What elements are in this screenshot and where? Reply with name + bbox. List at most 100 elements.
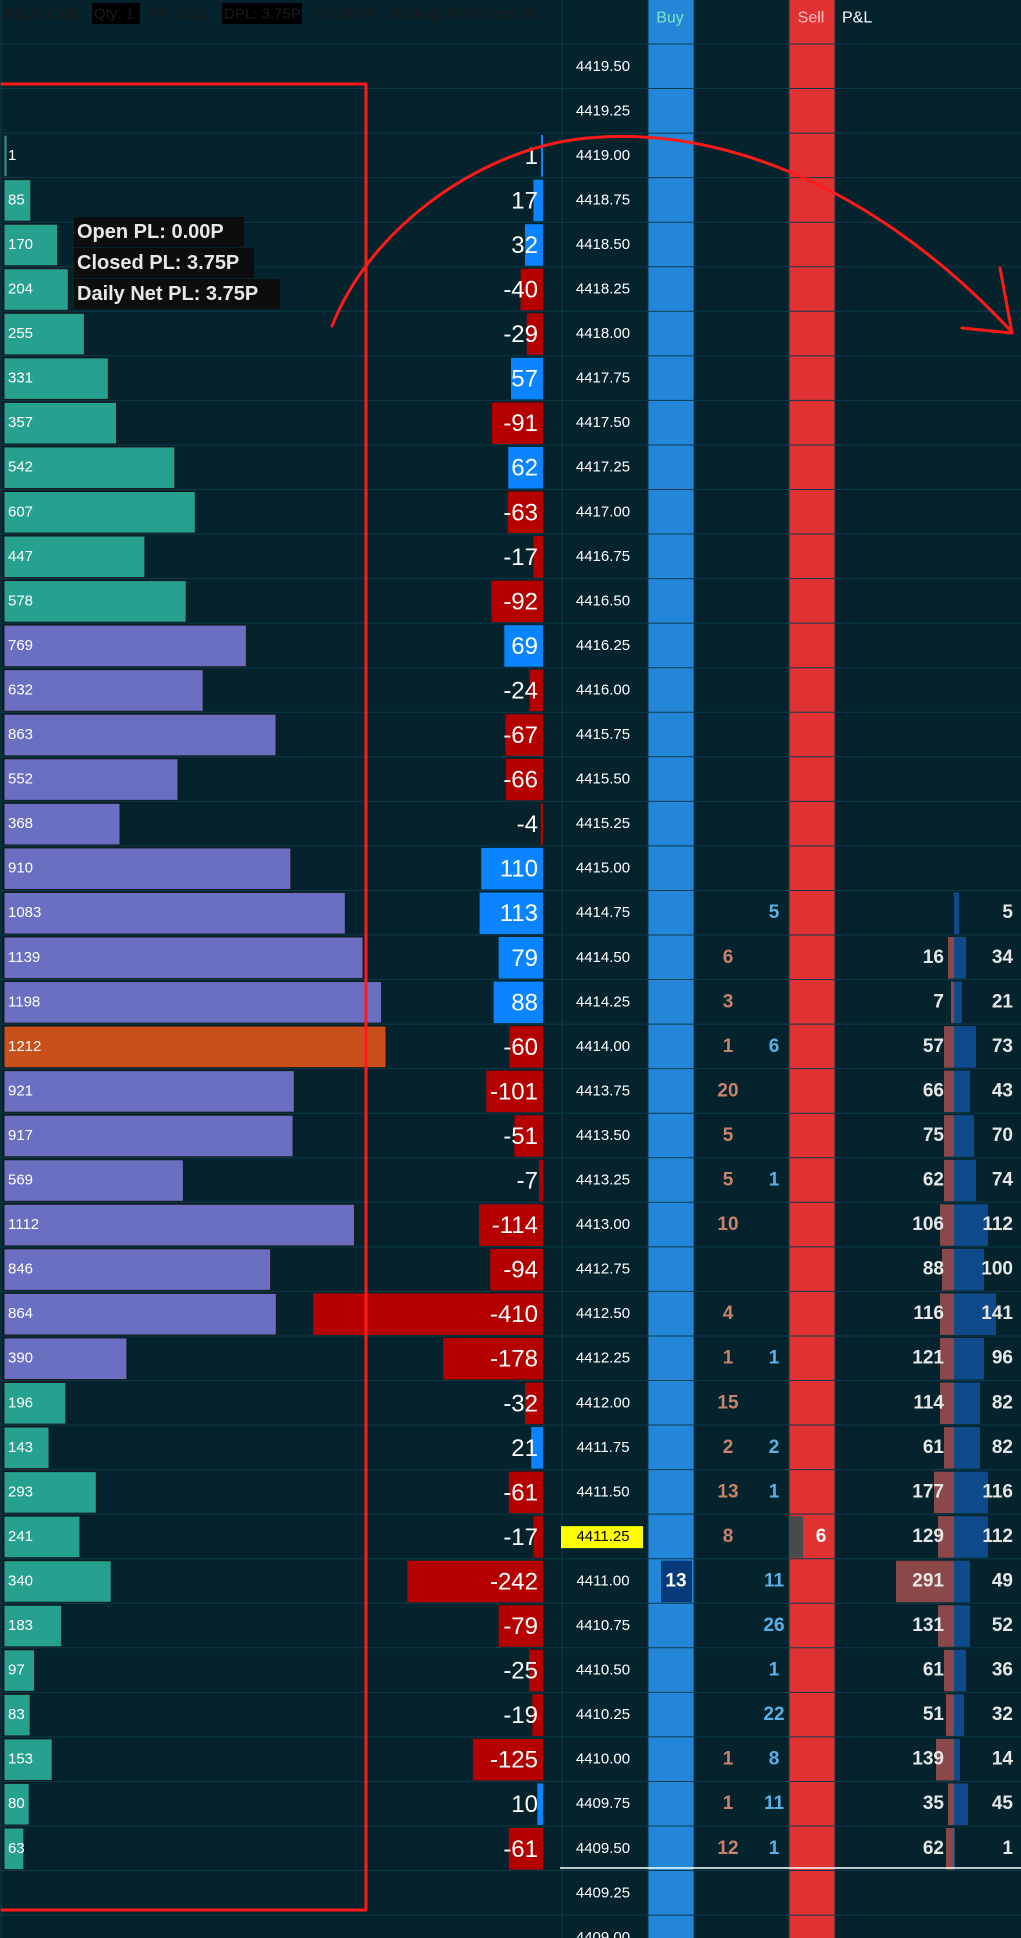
bid-volume-value: 20 bbox=[717, 1080, 738, 1101]
pnl-right-value: 112 bbox=[982, 1526, 1013, 1547]
delta-value: -24 bbox=[503, 677, 538, 704]
delta-bar bbox=[505, 758, 543, 801]
ladder-row[interactable]: 846 -94 4412.75 88 100 bbox=[0, 1246, 1021, 1291]
ladder-row[interactable]: 569 -7 4413.25 5 1 62 74 bbox=[0, 1157, 1021, 1202]
ladder-row[interactable]: 255 -29 4418.00 bbox=[0, 310, 1021, 356]
volume-value: 542 bbox=[8, 459, 33, 476]
ladder-row[interactable]: 153 -125 4410.00 1 8 139 14 bbox=[0, 1736, 1021, 1781]
ladder-row[interactable]: 607 -63 4417.00 bbox=[0, 489, 1021, 534]
pnl-column-header: P&L bbox=[842, 10, 872, 27]
ladder-row[interactable]: 632 -24 4416.00 bbox=[0, 667, 1021, 712]
volume-value: 447 bbox=[8, 548, 33, 565]
ask-volume-value: 11 bbox=[764, 1793, 785, 1814]
volume-bar bbox=[3, 580, 187, 623]
pnl-left-bar bbox=[944, 1115, 954, 1157]
delta-value: 88 bbox=[511, 989, 538, 1016]
pnl-left-bar bbox=[944, 1427, 954, 1469]
ladder-row[interactable]: 4419.50 bbox=[0, 43, 1021, 75]
ladder-row[interactable]: 85 17 4418.75 bbox=[0, 177, 1021, 222]
annotation-arrowhead bbox=[960, 266, 1014, 335]
volume-value: 196 bbox=[8, 1394, 33, 1411]
ladder-row[interactable]: 1112 -114 4413.00 10 106 112 bbox=[0, 1201, 1021, 1247]
ladder-row[interactable]: 1212 -60 4414.00 1 6 57 73 bbox=[0, 1023, 1021, 1069]
ladder-row[interactable]: 340 -242 4411.00 13 11 291 49 bbox=[0, 1558, 1021, 1603]
pnl-left-bar bbox=[938, 1516, 954, 1558]
volume-bar bbox=[3, 891, 346, 935]
sell-column[interactable] bbox=[789, 0, 835, 1938]
volume-bar bbox=[3, 1114, 294, 1158]
ladder-row[interactable]: 183 -79 4410.75 26 131 52 bbox=[0, 1602, 1021, 1648]
price-label: 4415.00 bbox=[576, 860, 630, 877]
ladder-row[interactable]: 196 -32 4412.00 15 114 82 bbox=[0, 1380, 1021, 1425]
buy-column[interactable] bbox=[648, 0, 694, 1938]
delta-value: 10 bbox=[511, 1791, 538, 1818]
ladder-row[interactable]: 4409.25 bbox=[0, 1870, 1021, 1902]
pnl-right-value: 32 bbox=[992, 1704, 1013, 1725]
ladder-row[interactable]: 4419.25 bbox=[0, 88, 1021, 120]
delta-bar bbox=[520, 268, 543, 311]
ladder-row[interactable]: 921 -101 4413.75 20 66 43 bbox=[0, 1068, 1021, 1113]
delta-bar bbox=[529, 669, 543, 712]
ladder-row[interactable]: 97 -25 4410.50 1 61 36 bbox=[0, 1647, 1021, 1692]
price-label: 4411.50 bbox=[576, 1483, 629, 1500]
ladder-row[interactable]: 542 62 4417.25 bbox=[0, 444, 1021, 490]
volume-bar bbox=[3, 1292, 277, 1336]
price-label: 4417.00 bbox=[576, 503, 630, 520]
volume-value: 368 bbox=[8, 815, 33, 832]
ladder-row[interactable]: 1 1 4419.00 bbox=[0, 132, 1021, 178]
pnl-left-bar bbox=[940, 1382, 954, 1425]
ladder-row[interactable]: 447 -17 4416.75 bbox=[0, 533, 1021, 579]
volume-bar bbox=[3, 268, 69, 311]
ladder-row[interactable]: 910 110 4415.00 bbox=[0, 845, 1021, 890]
delta-value: -410 bbox=[490, 1301, 538, 1328]
ladder-row[interactable]: 552 -66 4415.50 bbox=[0, 756, 1021, 801]
ladder-row[interactable]: 83 -19 4410.25 22 51 32 bbox=[0, 1691, 1021, 1737]
volume-bar bbox=[3, 491, 196, 534]
delta-value: 69 bbox=[511, 633, 538, 660]
delta-value: -25 bbox=[503, 1658, 538, 1685]
ladder-row[interactable]: 390 -178 4412.25 1 1 121 96 bbox=[0, 1335, 1021, 1380]
ladder-row[interactable]: 368 -4 4415.25 bbox=[0, 800, 1021, 846]
delta-bar bbox=[491, 580, 543, 623]
ladder-row[interactable]: 357 -91 4417.50 bbox=[0, 399, 1021, 445]
ladder-row[interactable]: 769 69 4416.25 bbox=[0, 622, 1021, 668]
annotation-box bbox=[0, 82, 368, 1912]
ladder-row[interactable]: 241 -17 4411.25 6 8 129 112 bbox=[0, 1513, 1021, 1559]
delta-bar bbox=[498, 1605, 543, 1647]
ladder-row[interactable]: 331 57 4417.75 bbox=[0, 355, 1021, 400]
pnl-right-value: 36 bbox=[992, 1660, 1013, 1681]
pnl-right-bar bbox=[954, 1248, 984, 1291]
ladder-row[interactable]: 863 -67 4415.75 bbox=[0, 711, 1021, 757]
ladder-row[interactable]: 80 10 4409.75 1 11 35 45 bbox=[0, 1780, 1021, 1826]
ladder-row[interactable]: 1139 79 4414.50 6 16 34 bbox=[0, 934, 1021, 980]
delta-bar bbox=[313, 1293, 543, 1335]
price-label: 4414.50 bbox=[576, 949, 630, 966]
ladder-row[interactable]: 1083 113 4414.75 5 5 bbox=[0, 889, 1021, 935]
price-label: 4412.00 bbox=[576, 1394, 630, 1411]
delta-value: -79 bbox=[503, 1613, 538, 1640]
ladder-row[interactable]: 864 -410 4412.50 4 116 141 bbox=[0, 1290, 1021, 1336]
delta-value: 57 bbox=[511, 366, 538, 393]
ladder-row[interactable]: 143 21 4411.75 2 2 61 82 bbox=[0, 1424, 1021, 1470]
closed-pl-label: Closed PL: 3.75P bbox=[77, 252, 239, 274]
pnl-left-bar bbox=[951, 981, 954, 1024]
delta-bar bbox=[472, 1738, 543, 1781]
volume-value: 1112 bbox=[8, 1216, 39, 1233]
volume-value: 769 bbox=[8, 637, 33, 654]
delta-value: -242 bbox=[490, 1568, 538, 1595]
ladder-row[interactable]: 63 -61 4409.50 12 1 62 1 bbox=[0, 1825, 1021, 1871]
delta-bar bbox=[490, 1248, 543, 1291]
price-label: 4411.00 bbox=[576, 1572, 629, 1589]
delta-bar bbox=[498, 937, 543, 979]
volume-bar bbox=[3, 1738, 53, 1781]
ladder-row[interactable]: 293 -61 4411.50 13 1 177 116 bbox=[0, 1469, 1021, 1514]
delta-bar bbox=[533, 1516, 543, 1558]
pnl-right-value: 52 bbox=[992, 1615, 1013, 1636]
pnl-left-bar bbox=[946, 1694, 954, 1736]
ladder-row[interactable]: 1198 88 4414.25 3 7 21 bbox=[0, 979, 1021, 1024]
ladder-row[interactable]: 4409.00 bbox=[0, 1914, 1021, 1938]
ladder-row[interactable]: 917 -51 4413.50 5 75 70 bbox=[0, 1112, 1021, 1158]
pnl-right-bar bbox=[954, 1159, 976, 1202]
ladder-row[interactable]: 578 -92 4416.50 bbox=[0, 578, 1021, 623]
